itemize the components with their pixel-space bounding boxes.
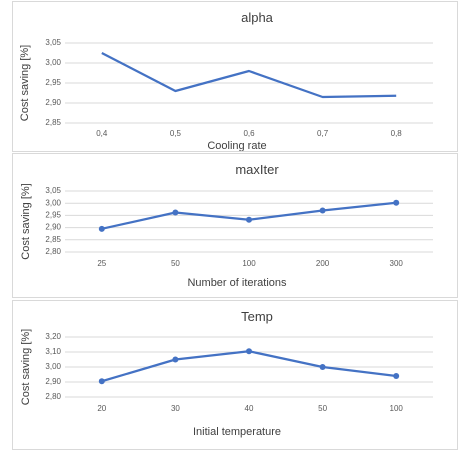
chart-maxiter: maxIter Number of iterations Cost saving… — [20, 162, 433, 289]
data-point — [172, 209, 179, 216]
x-tick-label: 0,6 — [243, 129, 255, 138]
x-tick-label: 100 — [390, 404, 404, 413]
y-tick-label: 2,95 — [45, 78, 61, 87]
y-tick-label: 3,00 — [45, 198, 61, 207]
x-tick-label: 50 — [318, 404, 327, 413]
y-axis-label: Cost saving [%] — [19, 45, 31, 121]
x-tick-label: 0,4 — [96, 129, 108, 138]
y-tick-label: 3,10 — [45, 347, 61, 356]
x-axis-label: Number of iterations — [187, 277, 287, 289]
chart-panel-temp: Temp Initial temperature Cost saving [%]… — [12, 300, 458, 450]
y-tick-label: 2,95 — [45, 211, 61, 220]
y-tick-label: 2,80 — [45, 247, 61, 256]
y-tick-label: 3,00 — [45, 362, 61, 371]
y-tick-label: 3,20 — [45, 332, 61, 341]
y-tick-label: 2,85 — [45, 235, 61, 244]
data-point — [319, 364, 326, 370]
data-point — [172, 356, 179, 363]
chart-alpha: alpha Cooling rate Cost saving [%] 2,85 2… — [19, 10, 433, 151]
chart-title: Temp — [241, 309, 273, 324]
y-tick-label: 2,80 — [45, 392, 61, 401]
y-tick-label: 2,85 — [45, 118, 61, 127]
x-tick-label: 40 — [245, 404, 254, 413]
x-tick-label: 20 — [97, 404, 106, 413]
series-line — [101, 52, 397, 99]
x-tick-label: 200 — [316, 259, 330, 268]
y-tick-label: 3,05 — [45, 38, 61, 47]
x-tick-label: 100 — [242, 259, 256, 268]
chart-panel-maxiter: maxIter Number of iterations Cost saving… — [12, 153, 458, 298]
y-axis-label: Cost saving [%] — [20, 183, 32, 259]
data-point — [393, 199, 400, 206]
x-tick-label: 30 — [171, 404, 180, 413]
data-point — [98, 378, 105, 385]
chart-title: maxIter — [235, 162, 279, 177]
x-tick-label: 0,7 — [317, 129, 329, 138]
data-point — [246, 216, 252, 223]
y-tick-label: 2,90 — [45, 223, 61, 232]
y-axis-label: Cost saving [%] — [20, 329, 32, 405]
y-tick-label: 2,90 — [45, 377, 61, 386]
chart-title: alpha — [241, 10, 274, 25]
x-axis-label: Cooling rate — [207, 140, 266, 151]
x-tick-label: 300 — [390, 259, 404, 268]
y-tick-label: 2,90 — [45, 98, 61, 107]
data-point — [98, 225, 105, 232]
y-tick-label: 3,00 — [45, 58, 61, 67]
data-point — [246, 348, 252, 355]
x-axis-label: Initial temperature — [193, 426, 281, 438]
chart-temp: Temp Initial temperature Cost saving [%]… — [20, 309, 433, 438]
data-point — [393, 373, 400, 379]
data-point — [319, 207, 326, 214]
chart-panel-alpha: alpha Cooling rate Cost saving [%] 2,85 2… — [12, 1, 458, 152]
series-line — [101, 350, 397, 383]
x-tick-label: 0,5 — [170, 129, 182, 138]
x-tick-label: 0,8 — [391, 129, 403, 138]
x-tick-label: 25 — [97, 259, 106, 268]
x-tick-label: 50 — [171, 259, 180, 268]
y-tick-label: 3,05 — [45, 186, 61, 195]
